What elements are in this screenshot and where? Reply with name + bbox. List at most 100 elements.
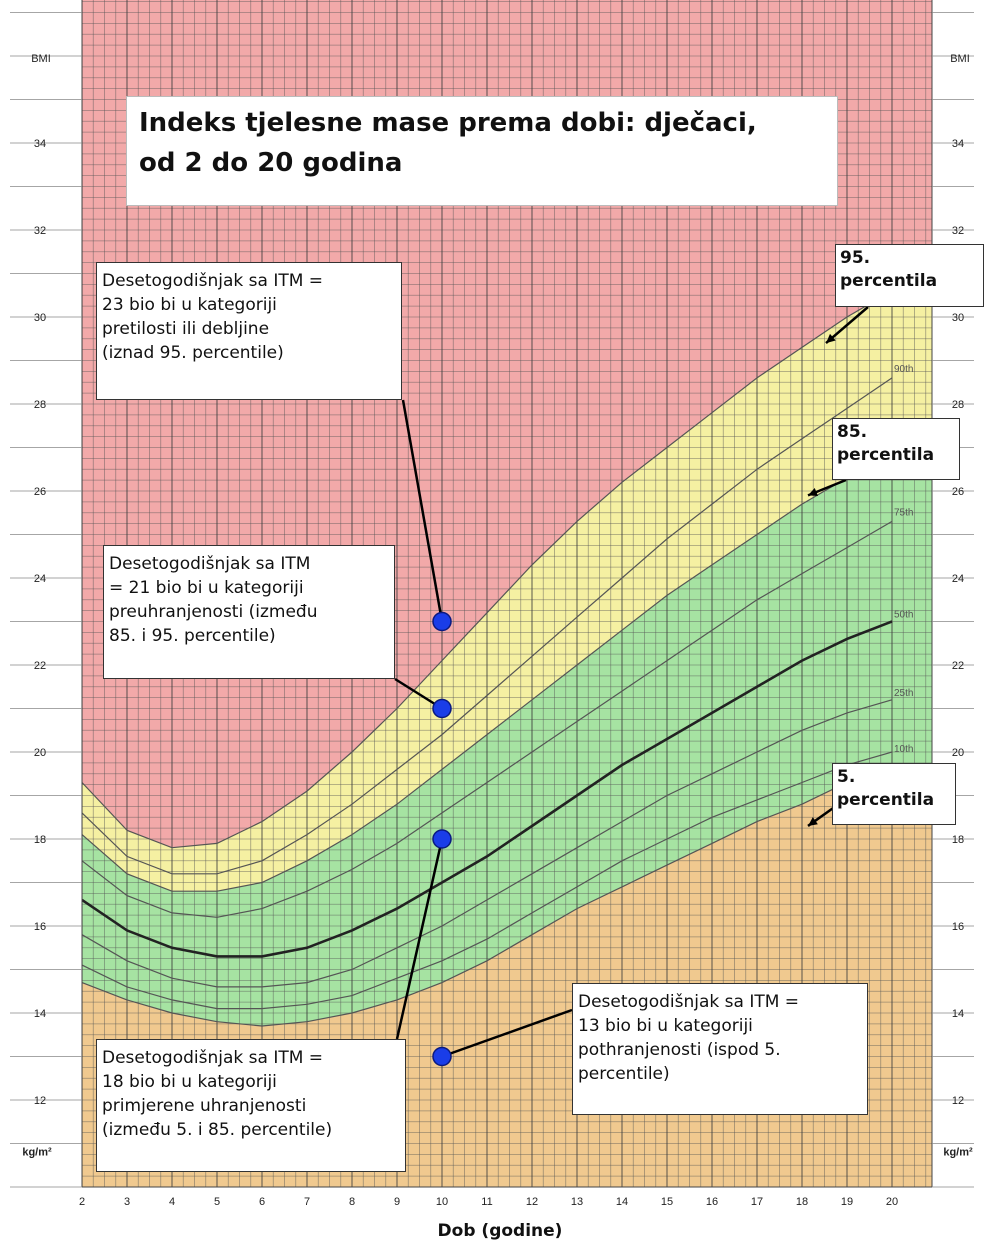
annotation-overweight: Desetogodišnjak sa ITM = 21 bio bi u kat… [103, 545, 395, 679]
annotation-line: 23 bio bi u kategoriji [102, 295, 277, 315]
chart-title-line-1: Indeks tjelesne mase prema dobi: dječaci… [139, 108, 757, 138]
x-tick: 8 [349, 1196, 355, 1208]
y-tick-right: 22 [952, 660, 964, 672]
series-75th [81, 520, 893, 918]
x-tick: 14 [616, 1196, 628, 1208]
annotation-obese: Desetogodišnjak sa ITM = 23 bio bi u kat… [96, 262, 402, 400]
series-label-90th: 90th [894, 364, 913, 375]
x-tick: 2 [79, 1196, 85, 1208]
y-tick-right: 34 [952, 138, 964, 150]
label-line: 5. [837, 767, 856, 787]
data-point-4 [432, 1046, 452, 1067]
y-tick-left: 12 [34, 1095, 46, 1107]
x-tick: 19 [841, 1196, 853, 1208]
data-points [432, 611, 452, 1067]
label-85-percentile: 85. percentila [832, 418, 960, 480]
annotation-line: pothranjenosti (ispod 5. [578, 1040, 781, 1060]
y-tick-right: 12 [952, 1095, 964, 1107]
label-line: 85. [837, 422, 868, 442]
x-tick: 4 [169, 1196, 175, 1208]
annotation-line: (iznad 95. percentile) [102, 343, 284, 363]
x-tick: 16 [706, 1196, 718, 1208]
data-point-2 [432, 698, 452, 719]
percentile-curves: 90th 75th 50th 25th 10th [81, 290, 913, 1027]
annotation-line: Desetogodišnjak sa ITM = [102, 1048, 324, 1068]
annotation-line: Desetogodišnjak sa ITM = [578, 992, 800, 1012]
y-tick-right: 26 [952, 486, 964, 498]
x-tick: 9 [394, 1196, 400, 1208]
annotation-line: 85. i 95. percentile) [109, 626, 276, 646]
x-tick: 11 [481, 1196, 492, 1208]
y-axis-top-label-left: BMI [31, 53, 51, 65]
y-tick-left: 32 [34, 225, 46, 237]
y-tick-right: 32 [952, 225, 964, 237]
series-10th [81, 751, 893, 1010]
y-tick-left: 28 [34, 399, 46, 411]
x-tick: 12 [526, 1196, 538, 1208]
annotation-line: 18 bio bi u kategoriji [102, 1072, 277, 1092]
y-tick-right: 20 [952, 747, 964, 759]
annotation-line: Desetogodišnjak sa ITM = [102, 271, 324, 291]
x-tick: 10 [436, 1196, 448, 1208]
y-tick-left: 14 [34, 1008, 46, 1020]
x-tick: 18 [796, 1196, 808, 1208]
label-line: percentila [837, 790, 935, 810]
series-95th [81, 290, 893, 849]
series-50th [81, 620, 893, 958]
x-tick: 3 [124, 1196, 130, 1208]
x-tick: 15 [661, 1196, 673, 1208]
y-tick-left: 24 [34, 573, 46, 585]
y-tick-left: 30 [34, 312, 46, 324]
y-axis-unit-right: kg/m² [943, 1147, 973, 1159]
label-5-percentile: 5. percentila [832, 763, 956, 825]
series-label-10th: 10th [894, 744, 913, 755]
annotation-line: = 21 bio bi u kategoriji [109, 578, 304, 598]
y-tick-right: 30 [952, 312, 964, 324]
annotation-healthy: Desetogodišnjak sa ITM = 18 bio bi u kat… [96, 1039, 406, 1172]
y-tick-right: 18 [952, 834, 964, 846]
series-label-75th: 75th [894, 507, 913, 518]
series-label-50th: 50th [894, 610, 913, 621]
annotation-underweight: Desetogodišnjak sa ITM = 13 bio bi u kat… [572, 983, 868, 1115]
x-tick: 20 [886, 1196, 898, 1208]
label-95-percentile: 95. percentila [835, 244, 984, 307]
x-axis-label: Dob (godine) [438, 1221, 563, 1241]
annotation-line: primjerene uhranjenosti [102, 1096, 307, 1116]
series-85th [81, 451, 893, 892]
y-axis-top-label-right: BMI [950, 53, 970, 65]
y-tick-left: 26 [34, 486, 46, 498]
chart-title-line-2: od 2 do 20 godina [139, 148, 403, 178]
annotation-line: (između 5. i 85. percentile) [102, 1120, 333, 1140]
y-tick-left: 16 [34, 921, 46, 933]
series-90th [81, 377, 893, 875]
data-point-3 [432, 829, 452, 849]
x-tick: 7 [304, 1196, 310, 1208]
annotation-line: preuhranjenosti (između [109, 602, 318, 622]
x-tick: 13 [571, 1196, 583, 1208]
series-25th [81, 699, 893, 988]
annotation-line: pretilosti ili debljine [102, 319, 270, 339]
series-p5 [81, 773, 893, 1027]
y-tick-left: 22 [34, 660, 46, 672]
y-tick-right: 28 [952, 399, 964, 411]
y-axis-unit-left: kg/m² [22, 1147, 52, 1159]
leader-lines [394, 306, 869, 1058]
y-tick-right: 16 [952, 921, 964, 933]
annotation-line: 13 bio bi u kategoriji [578, 1016, 753, 1036]
zone-overweight [82, 290, 932, 892]
series-label-25th: 25th [894, 688, 913, 699]
y-tick-left: 20 [34, 747, 46, 759]
y-tick-left: 34 [34, 138, 46, 150]
y-tick-right: 14 [952, 1008, 964, 1020]
x-tick: 6 [259, 1196, 265, 1208]
annotation-line: percentile) [578, 1064, 670, 1084]
x-tick: 5 [214, 1196, 220, 1208]
label-line: percentila [837, 445, 935, 465]
label-line: percentila [840, 271, 938, 291]
chart-title: Indeks tjelesne mase prema dobi: dječaci… [126, 96, 838, 206]
label-line: 95. [840, 248, 871, 268]
annotation-line: Desetogodišnjak sa ITM [109, 554, 311, 574]
data-point-1 [432, 611, 452, 632]
y-tick-right: 24 [952, 573, 964, 585]
